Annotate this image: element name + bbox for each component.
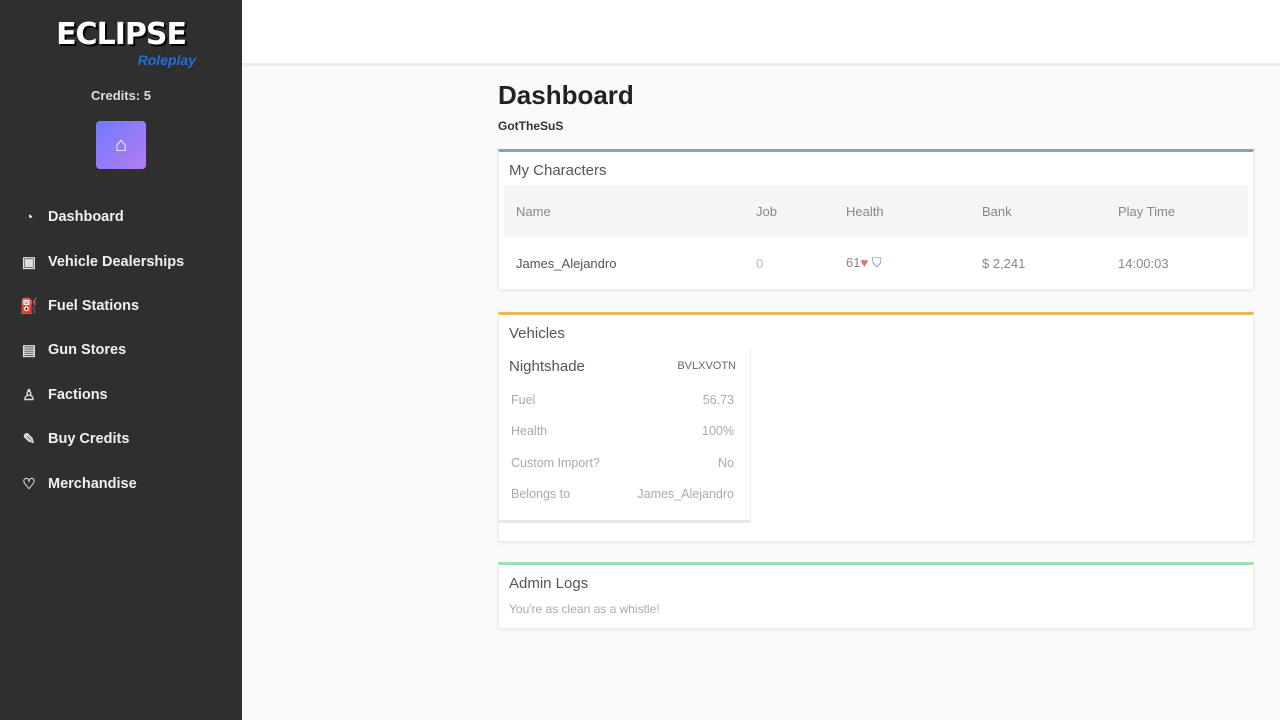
store-icon: ▤ xyxy=(21,342,37,360)
shirt-icon: ♡ xyxy=(22,475,36,493)
health-label: Health xyxy=(511,424,548,439)
card-title: Vehicles xyxy=(509,325,565,342)
sidebar-item-factions[interactable]: ♙ Factions xyxy=(18,373,184,417)
vehicle-name: Nightshade xyxy=(509,357,585,375)
col-bank: Bank xyxy=(970,185,1106,237)
cell-playtime: 14:00:03 xyxy=(1118,255,1169,271)
sidebar-item-gun-stores[interactable]: ▤ Gun Stores xyxy=(18,328,184,372)
fuel-value: 56.73 xyxy=(702,392,734,407)
label: Buy Credits xyxy=(48,431,130,448)
owner-value: James_Alejandro xyxy=(637,487,734,502)
cell-bank: $ 2,241 xyxy=(982,255,1026,271)
logs-message: You're as clean as a whistle! xyxy=(509,602,660,616)
label: Dashboard xyxy=(48,209,124,226)
col-health: Health xyxy=(834,185,970,237)
table-row[interactable]: James_Alejandro 0 61♥ ⛉ $ 2,241 14:00:03 xyxy=(504,237,1248,289)
car-icon: ▣ xyxy=(21,253,37,271)
cell-health: 61♥ ⛉ xyxy=(834,237,970,289)
users-icon: ♙ xyxy=(22,386,36,404)
credits: Credits: 5 xyxy=(91,88,151,103)
sidebar-item-merchandise[interactable]: ♡ Merchandise xyxy=(18,461,184,505)
vehicle-card[interactable]: Nightshade BVLXVOTN Fuel 56.73 Health 100% … xyxy=(499,348,751,523)
import-value: No xyxy=(718,455,734,470)
owner-label: Belongs to xyxy=(511,487,571,502)
fuel-label: Fuel xyxy=(511,392,536,407)
label: Factions xyxy=(48,386,108,403)
health-value: 100% xyxy=(702,424,734,439)
fuel-icon: ⛽ xyxy=(19,297,39,315)
sidebar-item-dashboard[interactable]: ◔ Dashboard xyxy=(18,195,184,239)
home-icon: ⌂ xyxy=(114,133,128,156)
page-title: Dashboard xyxy=(498,80,634,110)
cell-name: James_Alejandro xyxy=(516,255,617,271)
import-label: Custom Import? xyxy=(511,455,600,470)
sidebar-nav: ◔ Dashboard ▣ Vehicle Dealerships ⛽ Fuel St… xyxy=(18,195,185,506)
logo-text: ECLIPSE xyxy=(56,17,187,52)
sidebar-item-buy-credits[interactable]: ✎ Buy Credits xyxy=(18,417,184,461)
label: Merchandise xyxy=(48,475,137,492)
vehicle-plate: BVLXVOTN xyxy=(677,360,736,372)
label: Vehicle Dealerships xyxy=(48,253,185,270)
sidebar-item-vehicle-dealerships[interactable]: ▣ Vehicle Dealerships xyxy=(18,239,184,283)
logo[interactable]: ECLIPSE Roleplay xyxy=(20,18,222,69)
logo-sub: Roleplay xyxy=(137,52,196,68)
card-title: My Characters xyxy=(509,162,607,179)
health-value: 61 xyxy=(846,255,861,270)
vehicles-card: Vehicles Nightshade BVLXVOTN Fuel 56.73 He… xyxy=(498,312,1254,542)
cell-job: 0 xyxy=(756,255,764,271)
heart-icon: ♥ xyxy=(860,255,869,270)
characters-card: My Characters Name Job Health Bank Play … xyxy=(498,149,1254,290)
col-playtime: Play Time xyxy=(1106,185,1248,237)
dashboard-icon: ◔ xyxy=(24,208,34,226)
col-name: Name xyxy=(504,185,744,237)
shield-icon: ⛉ xyxy=(871,255,882,270)
sidebar: ECLIPSE Roleplay Credits: 5 ⌂ ◔ Dashboard … xyxy=(0,0,242,720)
label: Fuel Stations xyxy=(48,297,140,314)
main-content: Dashboard GotTheSuS My Characters Name J… xyxy=(498,80,1254,649)
top-bar xyxy=(242,0,1280,66)
credits-icon: ✎ xyxy=(22,431,36,449)
col-job: Job xyxy=(744,185,834,237)
card-title: Admin Logs xyxy=(509,575,589,592)
home-button[interactable]: ⌂ xyxy=(96,121,146,169)
label: Gun Stores xyxy=(48,342,127,359)
sidebar-item-fuel-stations[interactable]: ⛽ Fuel Stations xyxy=(18,284,184,328)
characters-table: Name Job Health Bank Play Time James_Ale… xyxy=(504,185,1248,289)
username: GotTheSuS xyxy=(498,119,564,133)
admin-logs-card: Admin Logs You're as clean as a whistle! xyxy=(498,562,1254,629)
